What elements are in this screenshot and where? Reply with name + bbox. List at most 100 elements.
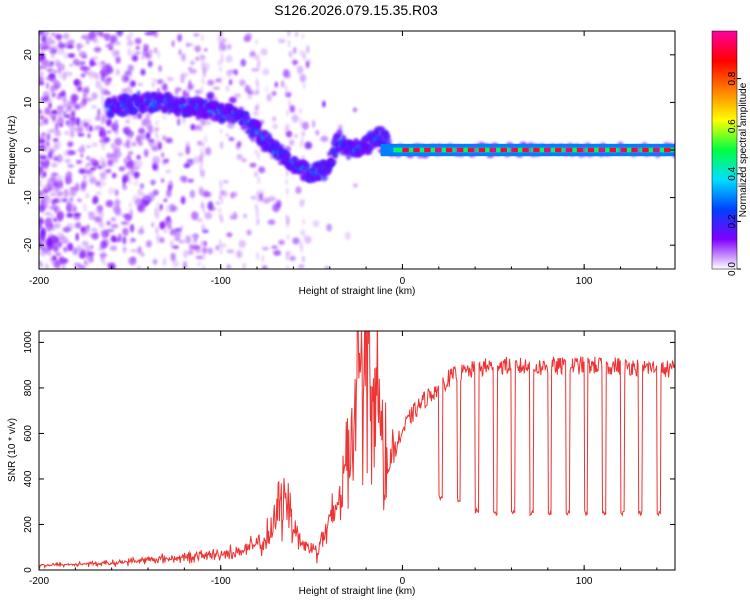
- noise-blob: [57, 241, 63, 248]
- streak-blob: [254, 204, 257, 210]
- noise-blob: [64, 149, 72, 156]
- streak-blob: [219, 66, 223, 73]
- streak-blob: [102, 160, 106, 168]
- noise-blob: [163, 198, 168, 202]
- snr-x-ticks: -200 -100 0 100: [29, 331, 658, 587]
- noise-blob: [249, 50, 256, 56]
- streak-blob: [299, 141, 303, 149]
- noise-blob: [107, 158, 114, 167]
- noise-blob: [289, 139, 295, 146]
- streak-blob: [201, 77, 205, 85]
- noise-blob: [47, 97, 53, 103]
- carrier-bump: [454, 144, 459, 156]
- noise-blob: [81, 34, 88, 40]
- noise-blob: [39, 191, 43, 199]
- noise-blob: [207, 247, 213, 255]
- noise-blob: [42, 171, 47, 177]
- noise-blob: [43, 247, 49, 255]
- noise-blob: [82, 88, 89, 94]
- noise-blob: [42, 143, 47, 152]
- noise-blob: [89, 58, 95, 67]
- spectrogram-x-tick-label: 0: [400, 276, 406, 287]
- noise-blob: [278, 239, 285, 246]
- streak-blob: [219, 182, 223, 191]
- noise-blob: [67, 53, 75, 58]
- noise-blob: [177, 152, 184, 157]
- streak-blob: [100, 84, 103, 91]
- noise-blob: [62, 94, 67, 103]
- noise-blob: [63, 246, 68, 253]
- carrier-peak: [467, 147, 475, 153]
- noise-blob: [252, 110, 259, 117]
- noise-blob: [75, 117, 81, 127]
- spectrogram-y-tick-label: -20: [23, 238, 34, 253]
- noise-blob: [202, 246, 208, 254]
- streak-blob: [128, 177, 132, 185]
- noise-blob: [87, 211, 95, 215]
- streak-blob: [299, 107, 303, 115]
- noise-blob: [115, 210, 123, 217]
- noise-blob: [225, 55, 233, 63]
- noise-blob: [67, 164, 75, 168]
- noise-blob: [203, 135, 208, 143]
- noise-blob: [105, 168, 112, 174]
- noise-blob: [213, 96, 218, 101]
- noise-blob: [55, 198, 62, 203]
- streak-blob: [220, 36, 224, 46]
- streak-blob: [200, 239, 203, 248]
- noise-blob: [244, 32, 253, 40]
- noise-blob: [227, 122, 235, 129]
- noise-blob: [127, 64, 134, 72]
- streak-blob: [300, 229, 303, 236]
- noise-blob: [44, 107, 52, 115]
- noise-blob: [142, 197, 151, 201]
- noise-blob: [172, 245, 179, 249]
- streak-blob: [299, 199, 303, 207]
- snr-x-label: Height of straight line (km): [299, 586, 416, 597]
- noise-blob: [98, 221, 105, 229]
- noise-blob: [137, 188, 143, 197]
- noise-blob: [161, 83, 168, 92]
- colorbar-label: Normalized spectral amplitude: [738, 82, 749, 217]
- noise-blob: [295, 186, 302, 195]
- noise-blob: [153, 47, 158, 54]
- streak-blob: [299, 117, 303, 127]
- snr-y-tick-label: 800: [23, 379, 34, 396]
- noise-blob: [324, 265, 329, 269]
- colorbar-tick-label: 0.0: [727, 262, 738, 276]
- streak-blob: [202, 151, 205, 159]
- noise-blob: [187, 85, 191, 93]
- streak-blob: [100, 116, 104, 125]
- noise-blob: [75, 232, 79, 242]
- noise-blob: [132, 194, 140, 204]
- noise-blob: [141, 202, 147, 207]
- noise-blob: [61, 198, 68, 203]
- carrier-bump: [654, 144, 659, 156]
- streak-blob: [126, 217, 130, 226]
- noise-blob: [81, 240, 89, 247]
- noise-blob: [261, 254, 265, 263]
- noise-blob: [39, 52, 46, 61]
- noise-blob: [100, 61, 106, 65]
- noise-blob: [165, 204, 171, 214]
- ridge-blob: [353, 138, 359, 144]
- noise-blob: [140, 183, 144, 189]
- noise-blob: [271, 245, 278, 250]
- carrier-peak: [609, 147, 616, 153]
- noise-blob: [137, 141, 143, 146]
- noise-blob: [56, 117, 65, 126]
- noise-blob: [207, 79, 215, 86]
- noise-blob: [122, 184, 128, 191]
- noise-blob: [73, 262, 82, 268]
- noise-blob: [174, 87, 182, 92]
- noise-blob: [56, 154, 63, 163]
- colorbar-frame: [711, 30, 738, 270]
- noise-blob: [88, 31, 95, 41]
- streak-blob: [256, 85, 259, 95]
- streak-blob: [287, 39, 291, 48]
- noise-blob: [48, 102, 52, 109]
- noise-blob: [266, 93, 272, 102]
- streak-blob: [154, 127, 158, 137]
- carrier-peak: [522, 147, 529, 153]
